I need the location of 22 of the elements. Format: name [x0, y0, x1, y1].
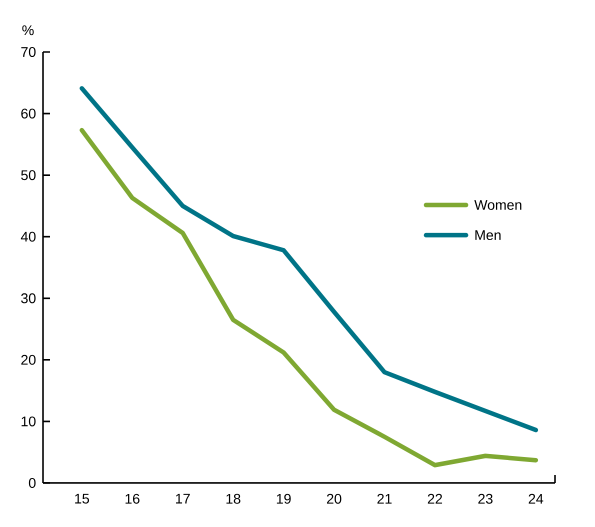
y-tick-label: 40: [20, 232, 36, 242]
line-series: [80, 128, 538, 468]
y-tick-label: 20: [21, 354, 36, 365]
x-tick-label: 23: [478, 494, 493, 504]
legend-label: Men: [475, 230, 501, 240]
legend-label: Women: [474, 200, 522, 210]
x-tick-label: 21: [377, 494, 392, 504]
x-tick-label: 17: [176, 494, 190, 504]
y-tick-label: 10: [22, 416, 36, 426]
y-tick-label: 70: [21, 47, 36, 57]
x-tick-label: 24: [528, 494, 544, 504]
y-tick-label: 50: [21, 170, 36, 180]
y-tick-label: 0: [28, 478, 36, 488]
x-tick-label: 22: [428, 494, 442, 504]
x-tick-label: 15: [75, 494, 90, 504]
x-tick-label: 19: [276, 494, 291, 504]
y-tick-label: 60: [21, 108, 36, 119]
y-axis-title: %: [22, 25, 34, 36]
y-tick-label: 30: [21, 293, 36, 304]
x-tick-label: 20: [326, 494, 342, 504]
x-tick-label: 16: [126, 494, 140, 504]
x-tick-label: 18: [226, 494, 240, 504]
